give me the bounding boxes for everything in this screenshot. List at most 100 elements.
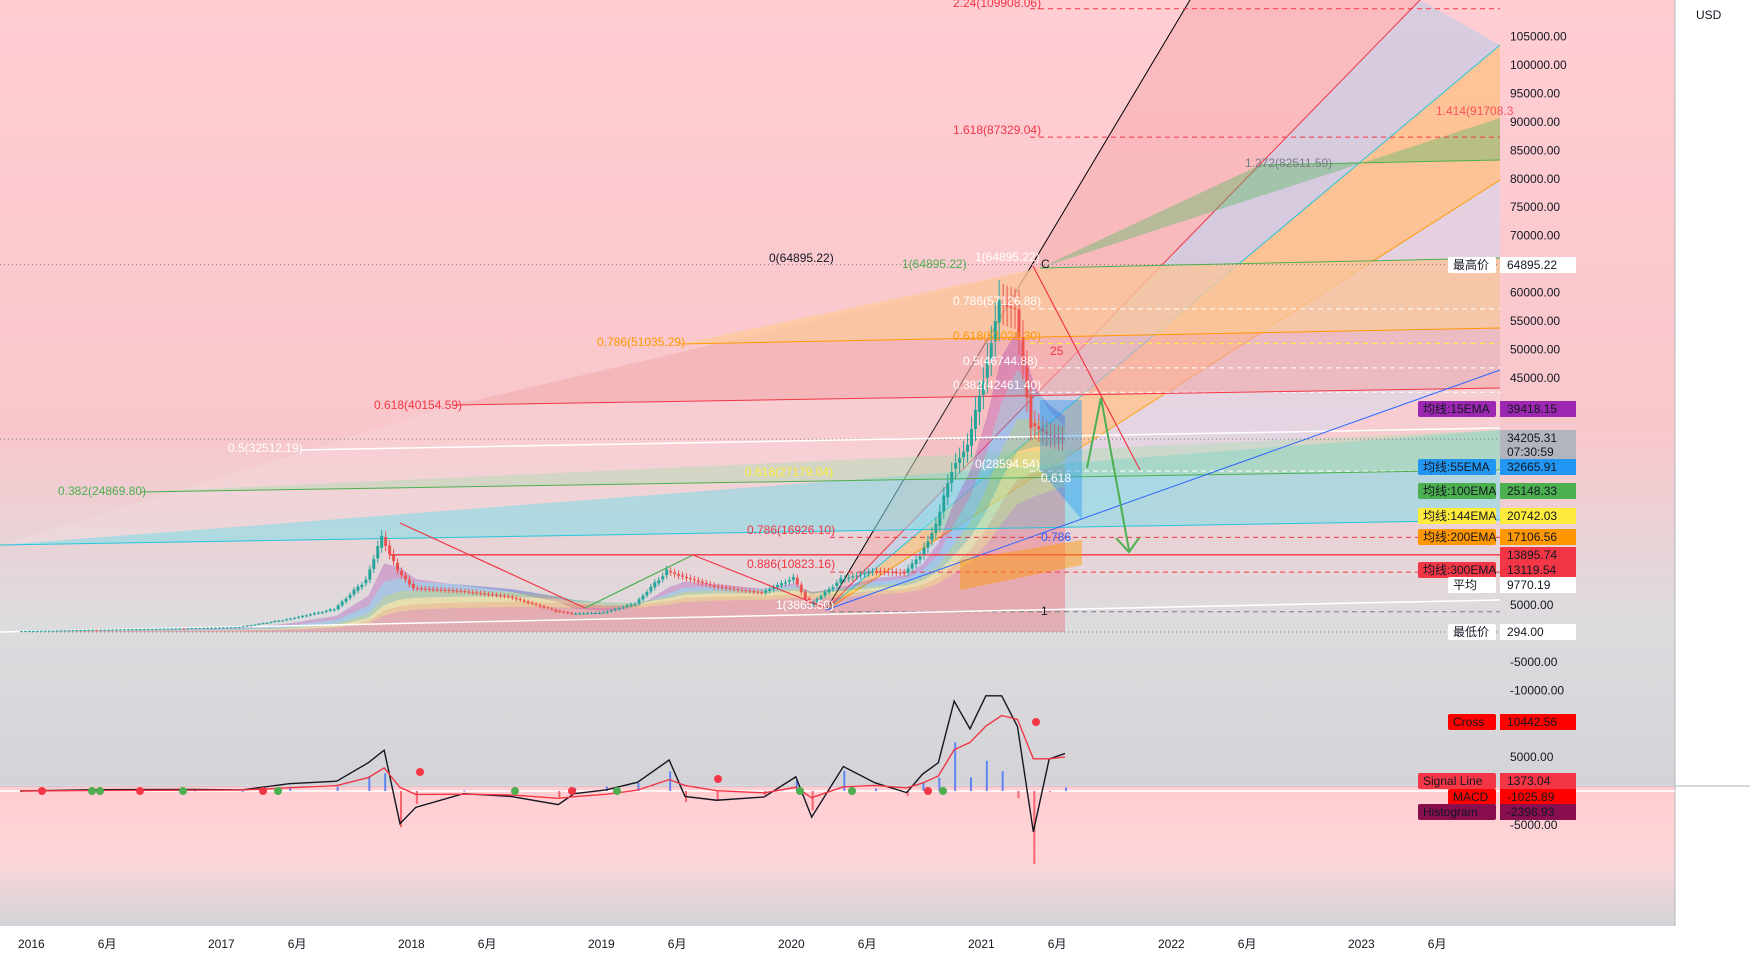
candle-body [1013, 308, 1017, 310]
candle-body [1057, 436, 1061, 439]
candle-body [301, 615, 305, 617]
fib-diag-line [299, 427, 1501, 451]
fib-labels-layer: 2.24(109908.06) 1.618(87329.04) 1.414(9170… [58, 0, 1514, 618]
fib-diag-line [1259, 159, 1501, 166]
badge-label-bg [1418, 773, 1496, 789]
candle-body [886, 571, 890, 573]
candle-body [190, 628, 194, 630]
candle-body [787, 579, 791, 582]
candle-body [514, 597, 518, 600]
badge-label-text: 均线:15EMA [1423, 402, 1490, 416]
candle-body [590, 613, 593, 615]
badge-value-text: 34205.31 [1507, 431, 1557, 445]
candle-body [63, 630, 67, 632]
fib-label: 0(64895.22) [769, 251, 834, 265]
candle-body [962, 451, 966, 458]
candle-body [1033, 423, 1037, 427]
candle-body [1037, 426, 1041, 430]
fib-label: 25 [1050, 344, 1064, 358]
candle-body [277, 620, 281, 622]
badge-value-bg [1500, 401, 1576, 417]
fib-label: 1(64895.22) [975, 250, 1040, 264]
candle-body [704, 582, 708, 584]
candle-body [783, 582, 787, 584]
candle-body [1025, 366, 1029, 398]
candle-body [403, 575, 407, 580]
candle-body [958, 458, 962, 464]
candle-body [1017, 309, 1021, 338]
currency-label: USD [1696, 8, 1722, 22]
macd-histogram-bar [970, 777, 972, 791]
projection-arrow [1086, 397, 1130, 551]
candle-body [677, 573, 681, 576]
candle-body [388, 545, 392, 555]
candle-body [776, 584, 780, 588]
candle-body [471, 591, 475, 593]
candle-body [538, 605, 542, 607]
badge-value-text: 10442.56 [1507, 715, 1557, 729]
price-axis-label: 105000.00 [1510, 30, 1567, 44]
candle-body [906, 568, 910, 573]
candle-body [202, 627, 206, 629]
candle-body [75, 630, 79, 632]
fib-wedge-top-green [1040, 118, 1500, 268]
candle-body [35, 630, 39, 632]
candle-body [502, 595, 506, 597]
candle-body [578, 613, 582, 615]
candle-body [217, 627, 221, 629]
candle-body [855, 575, 859, 577]
badge-label-bg [1418, 483, 1496, 499]
candle-body [423, 588, 427, 590]
price-axis-label: 100000.00 [1510, 58, 1567, 72]
candle-body [142, 629, 146, 631]
macd-cross-dot [259, 787, 267, 795]
candle-body [617, 608, 621, 610]
candle-body [138, 629, 142, 631]
price-axis-label: 5000.00 [1510, 598, 1554, 612]
candle-body [930, 533, 934, 541]
candle-body [946, 483, 950, 498]
badge-value-text: 1373.04 [1507, 774, 1551, 788]
macd-cross-dot [274, 787, 282, 795]
badge-label-bg [1448, 789, 1496, 805]
fib-label: 0.5(32512.19) [228, 441, 303, 455]
badge-label-text: 平均 [1453, 578, 1477, 592]
ema-ribbon [20, 486, 1065, 632]
candle-body [39, 630, 43, 632]
badge-label-bg [1418, 804, 1496, 820]
candle-body [902, 572, 906, 574]
candle-body [213, 627, 217, 629]
macd-histogram-bar [669, 771, 672, 791]
candle-body [728, 588, 732, 590]
macd-cross-dot [511, 787, 519, 795]
candle-body [182, 628, 186, 630]
trendline [1032, 265, 1141, 471]
macd-histogram-bar [985, 760, 988, 791]
candle-body [657, 580, 661, 584]
fib-diag-line [139, 469, 1501, 493]
candle-body [795, 577, 799, 585]
candle-body [51, 630, 55, 632]
candle-body [122, 629, 126, 631]
fib-label: 0.382(42461.40) [953, 378, 1041, 392]
candle-body [922, 547, 926, 556]
time-axis-label: 6月 [478, 937, 497, 951]
candle-body [392, 554, 396, 562]
candle-body [997, 300, 1001, 323]
badge-label-text: Cross [1453, 715, 1484, 729]
candle-body [1009, 306, 1013, 309]
badge-label-text: 均线:100EMA [1423, 484, 1496, 498]
fib-diag-line [1039, 257, 1501, 269]
candle-body [431, 589, 435, 591]
macd-histogram-bar [938, 777, 941, 791]
price-badge: 均线:300EMA 13119.54 [1418, 562, 1576, 578]
candle-body [566, 612, 570, 614]
candle-body [396, 562, 400, 571]
macd-histogram-bar [795, 780, 798, 791]
candle-body [981, 381, 985, 395]
badge-value-bg [1500, 804, 1576, 820]
macd-histogram-bar [384, 773, 387, 791]
candle-body [71, 630, 75, 632]
macd-cross-dot [416, 768, 424, 776]
